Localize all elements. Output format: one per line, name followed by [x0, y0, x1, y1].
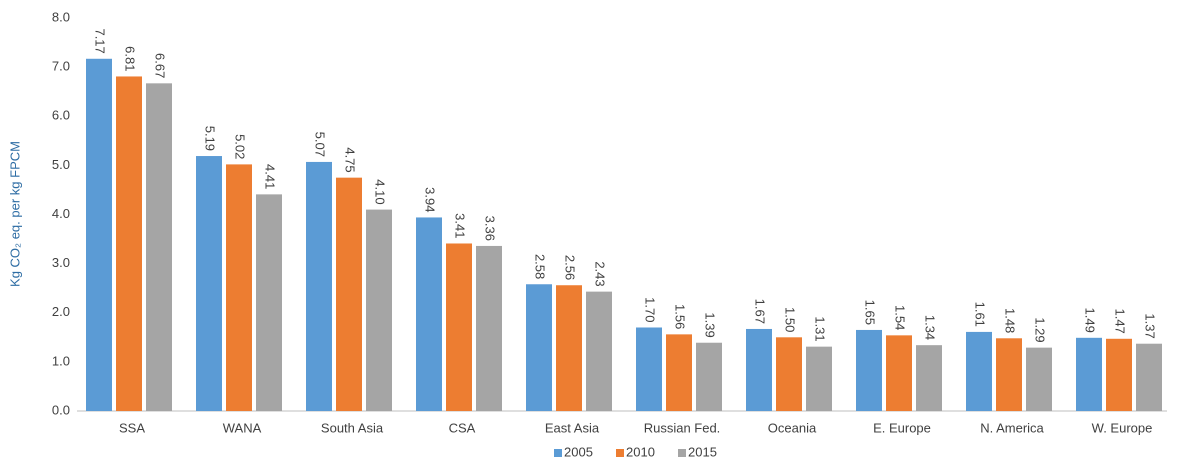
- value-label: 2.58: [533, 254, 548, 279]
- bar: [146, 83, 172, 412]
- bar: [666, 334, 692, 411]
- value-label: 3.41: [453, 213, 468, 238]
- bar: [746, 328, 772, 411]
- x-tick-label: Oceania: [768, 420, 817, 435]
- x-tick-label: SSA: [119, 420, 145, 435]
- bar: [776, 337, 802, 411]
- value-label: 1.67: [753, 299, 768, 324]
- bar: [1026, 347, 1052, 411]
- value-label: 4.10: [373, 179, 388, 204]
- y-tick-label: 7.0: [52, 59, 70, 74]
- legend-swatch: [678, 449, 686, 457]
- x-tick-label: WANA: [223, 420, 262, 435]
- bar: [1136, 343, 1162, 411]
- y-tick-label: 2.0: [52, 304, 70, 319]
- bar: [476, 245, 502, 411]
- value-label: 6.81: [123, 46, 138, 71]
- value-label: 1.56: [673, 304, 688, 329]
- bar: [416, 217, 442, 411]
- bar: [446, 243, 472, 411]
- bar: [226, 164, 252, 411]
- y-tick-label: 6.0: [52, 108, 70, 123]
- x-tick-label: W. Europe: [1092, 420, 1153, 435]
- bar: [556, 285, 582, 411]
- y-axis-label: Kg CO₂ eq. per kg FPCM: [7, 141, 22, 287]
- bar: [966, 331, 992, 411]
- value-label: 1.39: [703, 312, 718, 337]
- value-label: 5.02: [233, 134, 248, 159]
- legend-label: 2015: [688, 444, 717, 459]
- value-label: 1.65: [863, 300, 878, 325]
- y-tick-label: 1.0: [52, 353, 70, 368]
- bar: [336, 177, 362, 411]
- value-label: 4.41: [263, 164, 278, 189]
- value-label: 1.47: [1113, 308, 1128, 333]
- value-label: 5.07: [313, 132, 328, 157]
- bar: [696, 342, 722, 411]
- value-label: 1.50: [783, 307, 798, 332]
- bar: [1106, 338, 1132, 411]
- bar: [116, 76, 142, 412]
- bar: [916, 345, 942, 411]
- bar: [366, 209, 392, 411]
- y-tick-label: 3.0: [52, 255, 70, 270]
- value-label: 1.49: [1083, 307, 1098, 332]
- y-tick-label: 4.0: [52, 206, 70, 221]
- value-label: 6.67: [153, 53, 168, 78]
- x-tick-label: South Asia: [321, 420, 384, 435]
- value-label: 1.48: [1003, 308, 1018, 333]
- y-tick-label: 8.0: [52, 9, 70, 24]
- y-tick-label: 5.0: [52, 157, 70, 172]
- value-label: 3.36: [483, 216, 498, 241]
- value-label: 1.29: [1033, 317, 1048, 342]
- bar: [636, 327, 662, 411]
- bar: [856, 329, 882, 411]
- legend-swatch: [554, 449, 562, 457]
- value-label: 5.19: [203, 126, 218, 151]
- value-label: 1.54: [893, 305, 908, 330]
- legend-swatch: [616, 449, 624, 457]
- bar: [586, 291, 612, 411]
- value-label: 3.94: [423, 187, 438, 212]
- y-tick-label: 0.0: [52, 402, 70, 417]
- bar: [1076, 337, 1102, 411]
- value-label: 1.70: [643, 297, 658, 322]
- value-label: 4.75: [343, 147, 358, 172]
- value-label: 7.17: [93, 28, 108, 53]
- value-label: 2.56: [563, 255, 578, 280]
- legend-label: 2010: [626, 444, 655, 459]
- x-tick-label: CSA: [449, 420, 476, 435]
- bar: [306, 161, 332, 411]
- bar: [886, 335, 912, 411]
- value-label: 1.31: [813, 316, 828, 341]
- bar: [196, 156, 222, 411]
- value-label: 2.43: [593, 261, 608, 286]
- legend-label: 2005: [564, 444, 593, 459]
- value-label: 1.61: [973, 302, 988, 327]
- bar: [86, 58, 112, 412]
- bar: [526, 284, 552, 411]
- value-label: 1.37: [1143, 313, 1158, 338]
- x-tick-label: East Asia: [545, 420, 600, 435]
- bar: [256, 194, 282, 411]
- bar: [806, 346, 832, 411]
- x-tick-label: Russian Fed.: [644, 420, 721, 435]
- value-label: 1.34: [923, 315, 938, 340]
- x-tick-label: E. Europe: [873, 420, 931, 435]
- bar: [996, 338, 1022, 411]
- x-tick-label: N. America: [980, 420, 1044, 435]
